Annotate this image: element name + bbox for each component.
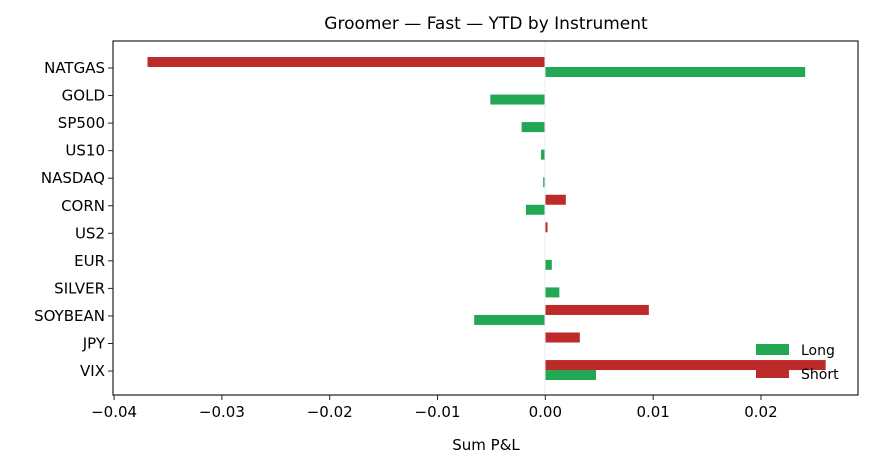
legend: Long Short (756, 343, 839, 383)
bar-long-natgas (545, 67, 806, 77)
bar-long-vix (545, 370, 597, 381)
y-tick-label: EUR (74, 252, 105, 270)
x-tick-label: 0.01 (636, 403, 669, 421)
bar-long-corn (525, 204, 546, 215)
x-tick-label: −0.01 (415, 403, 461, 421)
y-tick-label: NASDAQ (41, 169, 105, 187)
bar-long-us10 (541, 149, 546, 160)
legend-label-long: Long (801, 343, 835, 359)
bar-short-natgas (147, 57, 546, 67)
y-tick-label: NATGAS (44, 59, 105, 77)
legend-swatch-short (756, 367, 789, 378)
y-tick-label: SOYBEAN (34, 307, 105, 325)
y-tick-label: US10 (65, 142, 105, 160)
y-tick-label: GOLD (62, 87, 105, 105)
bar-long-soybean (474, 314, 546, 325)
legend-swatch-long (756, 344, 789, 355)
y-tick-label: VIX (80, 362, 105, 380)
x-tick-label: 0.00 (529, 403, 562, 421)
bar-long-sp500 (521, 122, 546, 133)
x-tick-label: −0.03 (199, 403, 245, 421)
y-tick-label: US2 (75, 224, 105, 242)
plot-frame (112, 40, 859, 396)
bar-long-silver (545, 287, 560, 298)
bar-long-eur (545, 259, 552, 270)
bar-short-vix (545, 360, 826, 371)
chart-title: Groomer — Fast — YTD by Instrument (324, 14, 648, 34)
bar-long-nasdaq (543, 177, 546, 188)
y-tick-label: SILVER (54, 279, 105, 297)
legend-label-short: Short (801, 367, 839, 383)
bar-short-soybean (545, 304, 649, 315)
bar-short-us2 (545, 222, 548, 233)
x-tick-label: 0.02 (744, 403, 777, 421)
bar-short-jpy (545, 332, 580, 343)
bar-long-gold (490, 94, 546, 105)
y-tick-label: JPY (82, 335, 106, 353)
y-tick-label: SP500 (58, 114, 105, 132)
y-tick-label: CORN (61, 197, 105, 215)
x-axis-label: Sum P&L (452, 436, 520, 454)
bar-short-corn (545, 194, 566, 205)
x-tick-label: −0.04 (91, 403, 137, 421)
x-tick-label: −0.02 (307, 403, 353, 421)
